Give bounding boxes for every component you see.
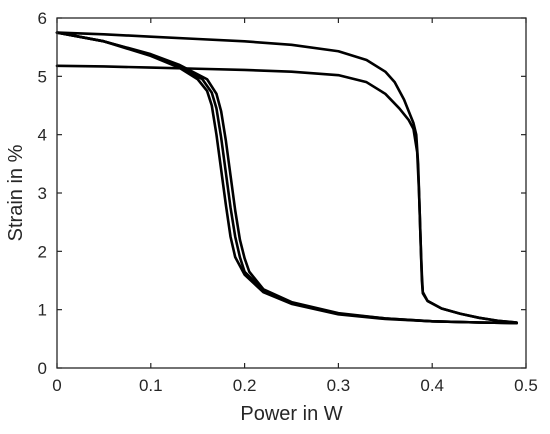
x-tick-label: 0.3 (327, 376, 351, 395)
x-tick-label: 0 (52, 376, 61, 395)
x-axis-label: Power in W (240, 403, 342, 425)
y-tick-label: 2 (38, 242, 47, 261)
y-tick-label: 3 (38, 184, 47, 203)
plot-frame (56, 17, 527, 369)
series-line-4 (55, 31, 518, 325)
y-tick-label: 5 (38, 67, 47, 86)
x-tick-label: 0.2 (233, 376, 257, 395)
series-line-5 (55, 31, 518, 325)
y-tick-label: 4 (38, 126, 47, 145)
ticks-layer: 0 0.1 0.2 0.3 0.4 0.5 0 1 2 3 4 5 6 (38, 9, 538, 395)
y-tick-label: 0 (38, 359, 47, 378)
series-line-3 (55, 31, 518, 325)
series-line-2 (55, 64, 518, 324)
x-tick-label: 0.1 (139, 376, 163, 395)
curves-layer (55, 31, 518, 325)
x-tick-label: 0.4 (420, 376, 444, 395)
series-line-1 (55, 31, 518, 324)
x-tick-label: 0.5 (514, 376, 538, 395)
y-tick-label: 6 (38, 9, 47, 28)
y-tick-label: 1 (38, 301, 47, 320)
y-axis-label: Strain in % (5, 144, 27, 241)
